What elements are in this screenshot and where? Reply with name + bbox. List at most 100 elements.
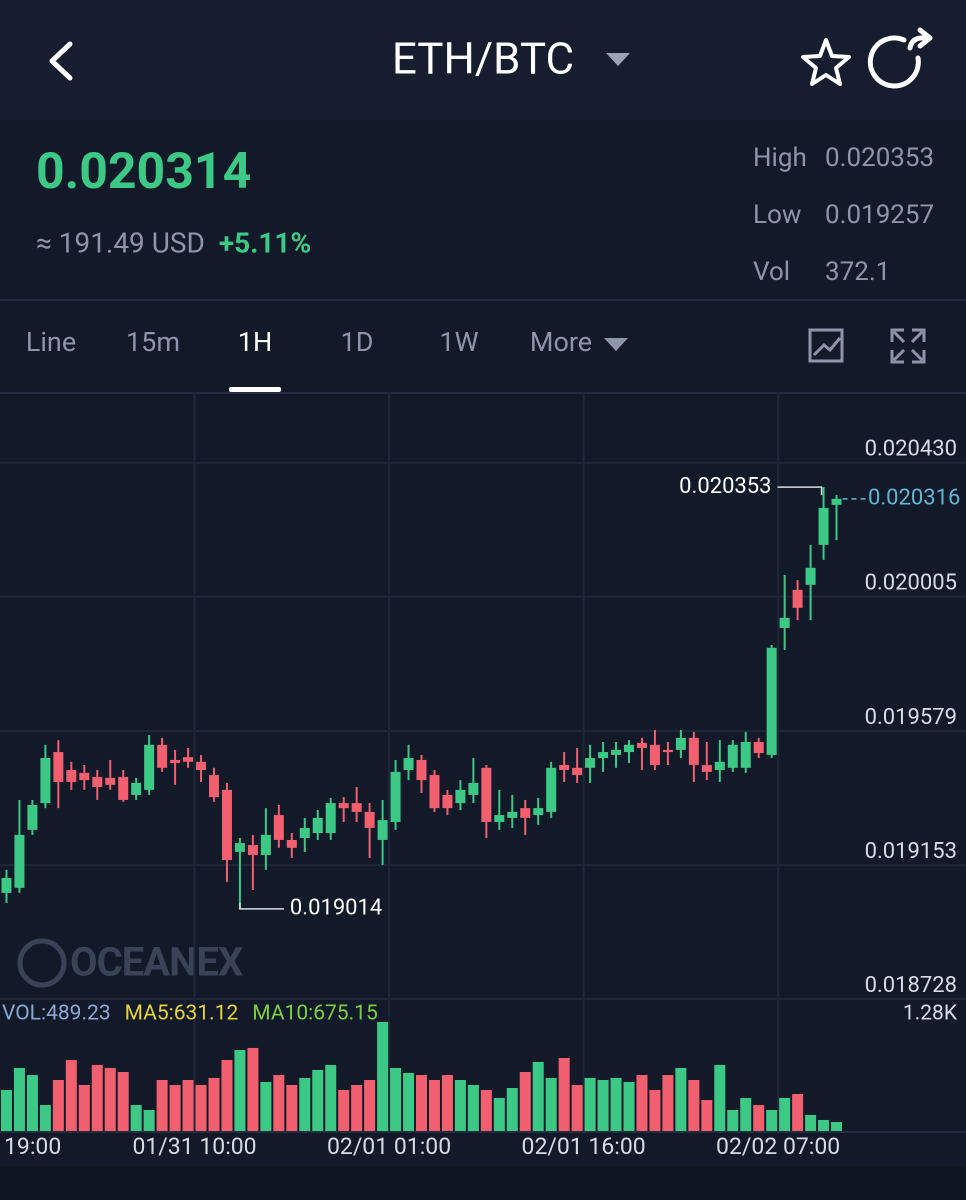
volume-bar [78, 1084, 90, 1132]
volume-bar [428, 1080, 440, 1132]
candle-body [66, 770, 77, 782]
indicator-icon[interactable] [808, 328, 844, 363]
tab[interactable]: Line [26, 326, 76, 358]
candle-body [286, 839, 297, 848]
last-price: 0.020314 [36, 143, 251, 201]
volume-bar [727, 1110, 739, 1132]
candle-body [688, 737, 699, 765]
volume-bar [636, 1075, 648, 1132]
volume-bar [623, 1081, 635, 1132]
pair-title[interactable]: ETH/BTC [392, 33, 574, 85]
stats: High 0.020353 Low 0.019257 Vol 372.1 [753, 143, 934, 287]
indicator-icon-line [812, 337, 842, 357]
volume-tick-label: 1.28K [903, 1002, 958, 1026]
candle-body [338, 803, 349, 809]
candle-body [494, 815, 505, 822]
candle-body [53, 752, 64, 782]
current-price-label: 0.020316 [868, 486, 960, 511]
volume-bar [467, 1084, 479, 1132]
volume-bar [584, 1077, 596, 1132]
candle-body [481, 767, 492, 822]
volume-bar [714, 1064, 726, 1132]
candle-body [507, 811, 518, 818]
candle-body [260, 834, 271, 856]
candle-body [118, 776, 129, 800]
back-button[interactable] [49, 41, 73, 81]
volume-bar [286, 1084, 298, 1132]
candle-body [312, 817, 323, 834]
share-arrow [907, 27, 933, 51]
volume-bar [480, 1089, 492, 1132]
high-annotation: 0.020353 [679, 474, 771, 499]
x-tick-label: 02/01 01:00 [327, 1133, 451, 1160]
volume-bar [571, 1084, 583, 1132]
candle-body [403, 758, 414, 771]
low-annotation: 0.019014 [290, 896, 382, 921]
stat-label: High [753, 143, 807, 173]
volume-bar [377, 1022, 389, 1132]
candle-body [27, 804, 38, 830]
volume-bar [740, 1097, 752, 1132]
stat-label: Low [753, 200, 801, 230]
volume-bar [390, 1067, 402, 1132]
volume-bar [506, 1088, 518, 1132]
pair-dropdown[interactable] [606, 53, 630, 66]
candle-body [14, 834, 25, 888]
volume-bar [312, 1069, 324, 1132]
candle-body [221, 789, 232, 861]
candle-body [598, 752, 609, 759]
low-leader [239, 902, 284, 910]
candle-body [442, 794, 453, 809]
volume-bar [104, 1067, 116, 1132]
favorite-icon[interactable] [801, 38, 851, 86]
candle-body [624, 744, 635, 753]
y-tick-label: 0.019579 [865, 705, 957, 730]
candle-body [546, 767, 557, 812]
candle-body [247, 844, 258, 856]
candle-body [559, 764, 570, 771]
y-tick-label: 0.019153 [865, 839, 957, 864]
share-icon[interactable] [867, 35, 921, 89]
tab[interactable]: 1H [238, 326, 272, 358]
candle-body [701, 764, 712, 772]
tab[interactable]: 15m [126, 326, 180, 358]
chart: OCEANEX 0.020430 0.020005 0.019579 0.019153 0… [0, 393, 966, 1160]
candle-body [364, 811, 375, 828]
volume-bar [493, 1097, 505, 1132]
stat-value: 0.019257 [825, 200, 934, 230]
volume-bar [818, 1119, 830, 1132]
volume-bar [610, 1077, 622, 1132]
candle-body [636, 742, 647, 748]
candle-body [429, 775, 440, 809]
candle-body [157, 744, 168, 768]
volume-bar [454, 1080, 466, 1132]
y-tick-label: 0.020005 [865, 571, 957, 596]
watermark: OCEANEX [70, 939, 243, 986]
candle-body [299, 827, 310, 839]
volume-bar [182, 1080, 194, 1132]
candle-body [183, 757, 194, 762]
volume-bar [13, 1067, 25, 1132]
tab[interactable]: More [530, 326, 592, 358]
stat-value: 372.1 [825, 257, 890, 287]
candle-body [208, 775, 219, 798]
candle-body [611, 749, 622, 755]
volume-bar [545, 1077, 557, 1132]
tab-underline [229, 387, 281, 392]
tab[interactable]: 1D [341, 326, 374, 358]
volume-bar [766, 1110, 778, 1132]
volume-bar [753, 1105, 765, 1132]
volume-bar [441, 1075, 453, 1132]
candle-body [170, 759, 181, 764]
volume-bar [364, 1080, 376, 1132]
volume-bar [117, 1072, 129, 1132]
volume-bar [701, 1100, 713, 1132]
bottom-strip [0, 1166, 966, 1200]
candle-body [779, 617, 790, 628]
volume-legend: VOL:489.23 [2, 1002, 111, 1026]
tab[interactable]: 1W [439, 326, 478, 358]
volume-bar [416, 1075, 427, 1132]
volume-bar [325, 1064, 337, 1132]
fullscreen-icon[interactable] [890, 328, 926, 364]
